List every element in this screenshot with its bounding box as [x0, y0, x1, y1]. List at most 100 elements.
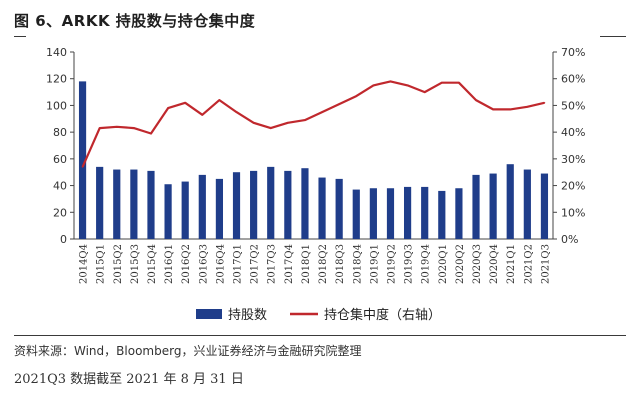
x-tick-label: 2021Q2 [523, 244, 534, 284]
line-point-2016Q4 [218, 99, 221, 101]
right-tick-label: 50% [561, 99, 585, 112]
x-tick-label: 2018Q3 [335, 244, 346, 284]
source-text: 资料来源：Wind，Bloomberg，兴业证券经济与金融研究院整理 [14, 344, 362, 358]
line-point-2015Q1 [98, 127, 101, 129]
x-tick-label: 2015Q2 [113, 244, 124, 284]
bar-2021Q1 [506, 164, 514, 239]
x-tick-label: 2018Q2 [318, 244, 329, 284]
right-tick-label: 40% [561, 126, 585, 139]
line-point-2015Q3 [133, 127, 135, 129]
data-note: 2021Q3 数据截至 2021 年 8 月 31 日 [14, 372, 244, 387]
x-tick-label: 2019Q1 [369, 244, 380, 284]
x-tick-label: 2016Q3 [198, 244, 209, 284]
bar-2018Q4 [352, 189, 360, 239]
line-point-2019Q2 [389, 80, 392, 83]
bar-2017Q3 [267, 166, 275, 239]
left-tick-label: 80 [53, 126, 67, 139]
x-tick-label: 2019Q4 [421, 244, 432, 284]
x-tick-label: 2015Q3 [130, 244, 141, 284]
x-tick-label: 2017Q4 [284, 244, 295, 284]
x-tick-label: 2020Q4 [489, 244, 500, 284]
bar-2015Q1 [96, 166, 104, 239]
x-tick-label: 2017Q3 [267, 244, 278, 284]
bar-2017Q1 [232, 172, 241, 239]
bar-2020Q3 [472, 174, 480, 239]
x-tick-label: 2017Q1 [233, 244, 244, 284]
bar-2017Q2 [250, 170, 258, 239]
right-tick-label: 10% [561, 206, 585, 219]
right-tick-label: 0% [561, 233, 578, 246]
combo-chart: 0 20 40 60 80 100 120 140 0% 10% 20% 30% 40% 50% 60% 70… [46, 46, 585, 323]
line-point-2018Q2 [321, 111, 323, 113]
line-point-2017Q1 [235, 111, 238, 113]
x-tick-label: 2016Q1 [164, 244, 175, 284]
legend-swatch-bars [196, 309, 222, 319]
bar-2015Q2 [113, 169, 121, 239]
legend-label-line: 持仓集中度（右轴） [324, 307, 441, 323]
bar-2020Q4 [489, 173, 497, 239]
legend-label-bars: 持股数 [228, 308, 267, 323]
line-point-2016Q1 [167, 107, 169, 109]
bar-2021Q2 [523, 169, 531, 239]
line-point-2019Q1 [372, 84, 375, 87]
left-tick-label: 60 [53, 153, 67, 166]
footer-rule [14, 335, 626, 336]
left-tick-label: 140 [46, 46, 67, 59]
left-tick-label: 120 [46, 73, 67, 86]
bar-2020Q1 [438, 190, 446, 239]
line-point-2018Q3 [338, 103, 340, 105]
bar-2017Q4 [284, 170, 292, 239]
x-tick-label: 2020Q3 [472, 244, 483, 284]
line-series-concentration [81, 80, 545, 168]
x-tick-label: 2016Q4 [215, 244, 226, 284]
bar-2021Q3 [540, 173, 549, 239]
line-point-2016Q2 [184, 101, 186, 104]
line-point-2021Q1 [509, 108, 512, 111]
bar-2015Q3 [130, 169, 138, 239]
x-tick-label: 2019Q2 [386, 244, 397, 284]
line-point-2017Q2 [252, 121, 255, 124]
x-tick-label: 2019Q3 [404, 244, 415, 284]
left-tick-label: 100 [46, 99, 67, 112]
line-point-2015Q2 [115, 126, 118, 128]
x-tick-label: 2021Q1 [506, 244, 517, 284]
right-tick-label: 20% [561, 180, 585, 193]
line-point-2017Q4 [287, 121, 289, 124]
line-point-2018Q4 [355, 95, 358, 97]
x-tick-label: 2014Q4 [79, 244, 90, 284]
chart-title: 图 6、ARKK 持股数与持仓集中度 [14, 12, 256, 30]
title-rule-left [14, 36, 26, 37]
x-tick-label: 2018Q1 [301, 244, 312, 284]
line-point-2019Q3 [406, 84, 409, 87]
bar-2018Q1 [301, 168, 309, 239]
bar-2014Q4 [78, 81, 87, 239]
line-point-2014Q4 [81, 166, 84, 168]
bar-2015Q4 [147, 170, 155, 239]
right-tick-label: 30% [561, 153, 585, 166]
x-tick-label: 2020Q1 [438, 244, 449, 284]
line-point-2020Q1 [441, 81, 443, 84]
line-point-2016Q3 [201, 113, 204, 116]
left-tick-label: 0 [60, 233, 67, 246]
line-point-2019Q4 [423, 91, 426, 93]
right-tick-label: 70% [561, 46, 585, 59]
line-point-2020Q4 [492, 108, 494, 111]
line-point-2020Q2 [458, 81, 460, 84]
bar-2016Q2 [181, 181, 189, 239]
bar-2019Q4 [421, 186, 429, 239]
bar-2018Q3 [335, 178, 343, 239]
x-tick-label: 2018Q4 [352, 244, 363, 284]
line-point-2021Q3 [543, 101, 546, 104]
line-point-2018Q1 [304, 119, 306, 121]
bar-2016Q4 [215, 178, 224, 239]
x-tick-label: 2015Q1 [96, 244, 107, 284]
bar-2019Q1 [369, 188, 377, 239]
bar-2016Q1 [164, 184, 172, 239]
x-tick-label: 2017Q2 [250, 244, 261, 284]
line-point-2020Q3 [475, 99, 477, 101]
left-tick-label: 40 [53, 180, 67, 193]
bar-2016Q3 [198, 174, 206, 239]
bar-2019Q2 [386, 188, 395, 239]
bar-2018Q2 [318, 177, 326, 239]
bar-2020Q2 [455, 188, 463, 239]
